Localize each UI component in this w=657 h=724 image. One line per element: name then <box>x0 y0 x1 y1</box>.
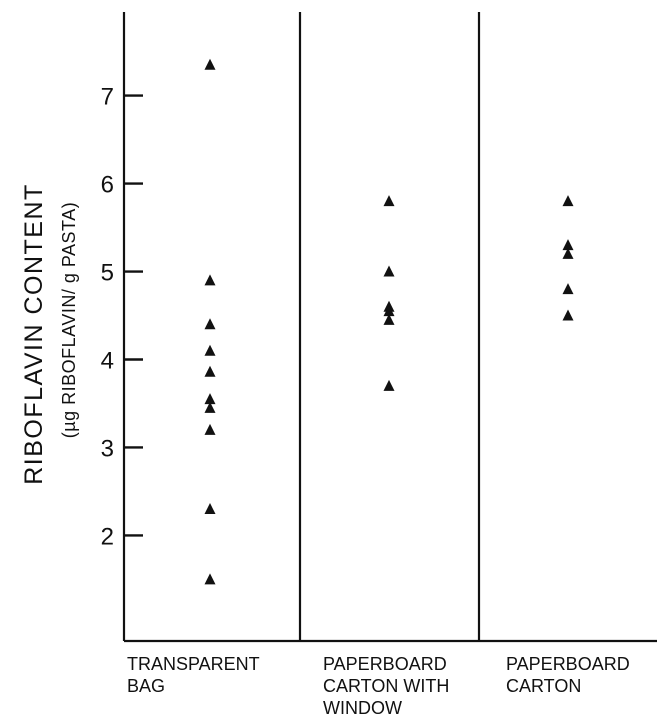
y-axis-sublabel: (µg RIBOFLAVIN/ g PASTA) <box>59 202 79 438</box>
data-point <box>204 503 216 515</box>
chart-frame <box>122 12 657 643</box>
data-point <box>204 393 216 405</box>
data-point <box>562 247 574 259</box>
y-axis-label: RIBOFLAVIN CONTENT <box>20 183 48 485</box>
category-label: CARTON <box>506 676 581 696</box>
data-point <box>204 573 216 585</box>
data-point <box>383 305 395 317</box>
data-point <box>204 318 216 330</box>
category-label: PAPERBOARD <box>506 654 630 674</box>
data-point <box>383 265 395 277</box>
data-point <box>204 365 216 377</box>
data-point <box>562 239 574 251</box>
data-point <box>204 423 216 435</box>
data-point <box>204 401 216 413</box>
data-point <box>204 58 216 70</box>
y-tick-label: 6 <box>101 172 114 199</box>
data-point <box>204 274 216 286</box>
y-axis-title-group: RIBOFLAVIN CONTENT (µg RIBOFLAVIN/ g PAS… <box>20 183 79 485</box>
data-point <box>383 195 395 207</box>
category-label: TRANSPARENT <box>127 654 260 674</box>
data-point <box>562 309 574 321</box>
y-tick-label: 2 <box>101 523 114 550</box>
y-tick-label: 5 <box>101 260 114 287</box>
category-label: CARTON WITH <box>323 676 449 696</box>
data-point <box>562 283 574 295</box>
data-point <box>562 195 574 207</box>
category-label: WINDOW <box>323 698 402 718</box>
data-point <box>204 344 216 356</box>
data-points <box>204 58 574 585</box>
category-label: PAPERBOARD <box>323 654 447 674</box>
data-point <box>383 313 395 325</box>
y-tick-label: 3 <box>101 435 114 462</box>
y-axis-ticks: 2 3 4 5 6 7 <box>101 84 143 550</box>
y-tick-label: 7 <box>101 84 114 111</box>
data-point <box>383 379 395 391</box>
category-label: BAG <box>127 676 165 696</box>
y-tick-label: 4 <box>101 347 114 374</box>
